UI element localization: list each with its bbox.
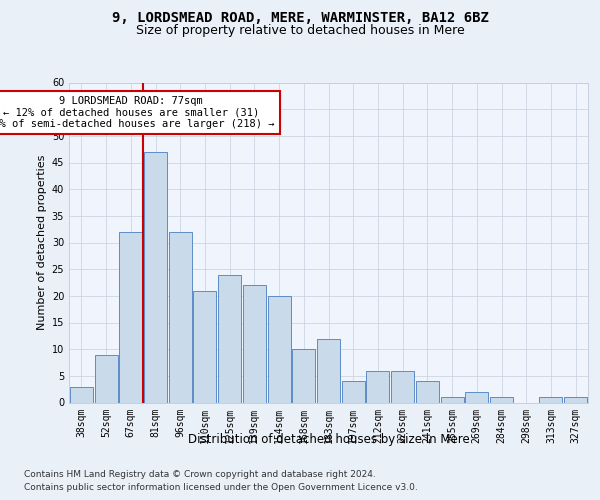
- Bar: [119, 232, 142, 402]
- Bar: [193, 290, 217, 403]
- Bar: [490, 397, 513, 402]
- Bar: [95, 354, 118, 403]
- Bar: [70, 386, 93, 402]
- Bar: [218, 274, 241, 402]
- Text: Size of property relative to detached houses in Mere: Size of property relative to detached ho…: [136, 24, 464, 37]
- Text: Contains HM Land Registry data © Crown copyright and database right 2024.: Contains HM Land Registry data © Crown c…: [24, 470, 376, 479]
- Bar: [539, 397, 562, 402]
- Y-axis label: Number of detached properties: Number of detached properties: [37, 155, 47, 330]
- Bar: [342, 381, 365, 402]
- Text: Distribution of detached houses by size in Mere: Distribution of detached houses by size …: [188, 432, 470, 446]
- Bar: [292, 349, 315, 403]
- Bar: [169, 232, 192, 402]
- Bar: [367, 370, 389, 402]
- Bar: [317, 338, 340, 402]
- Bar: [564, 397, 587, 402]
- Bar: [465, 392, 488, 402]
- Bar: [268, 296, 290, 403]
- Bar: [391, 370, 414, 402]
- Text: 9 LORDSMEAD ROAD: 77sqm
← 12% of detached houses are smaller (31)
87% of semi-de: 9 LORDSMEAD ROAD: 77sqm ← 12% of detache…: [0, 96, 275, 129]
- Text: Contains public sector information licensed under the Open Government Licence v3: Contains public sector information licen…: [24, 482, 418, 492]
- Text: 9, LORDSMEAD ROAD, MERE, WARMINSTER, BA12 6BZ: 9, LORDSMEAD ROAD, MERE, WARMINSTER, BA1…: [112, 11, 488, 25]
- Bar: [440, 397, 464, 402]
- Bar: [243, 285, 266, 403]
- Bar: [416, 381, 439, 402]
- Bar: [144, 152, 167, 403]
